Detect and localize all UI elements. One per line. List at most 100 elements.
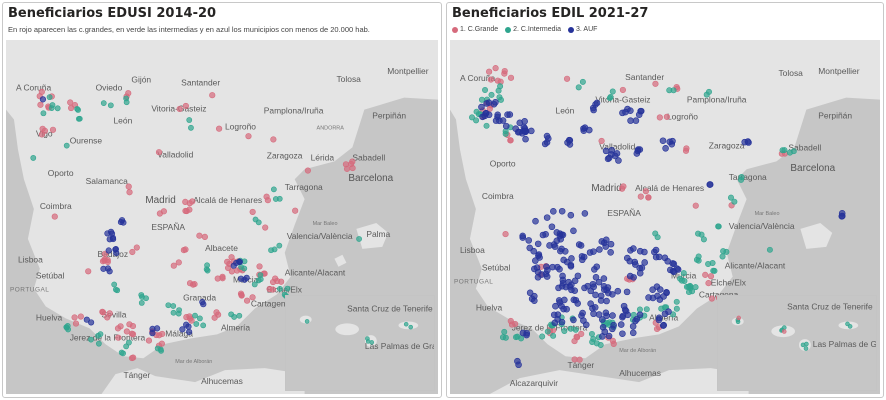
marker-auf — [551, 319, 559, 327]
label-badajoz: Badajoz — [98, 249, 129, 259]
marker-auf — [490, 100, 498, 108]
mallorca — [800, 222, 833, 249]
marker-auf — [605, 154, 613, 162]
marker-auf — [617, 321, 625, 328]
marker-grande — [170, 262, 177, 269]
legend-item-auf[interactable]: 3. AUF — [568, 26, 597, 33]
marker-intermedia — [766, 246, 773, 253]
marker-grande — [292, 207, 299, 214]
marker-grande — [507, 317, 514, 325]
marker-auf — [564, 139, 571, 146]
marker-auf — [610, 321, 617, 329]
marker-auf — [516, 119, 524, 127]
marker-auf — [200, 301, 207, 308]
marker-auf — [575, 241, 583, 248]
edil-map[interactable]: A Coruña Santander Vitoria-Gasteiz Pampl… — [450, 40, 880, 394]
marker-auf — [602, 236, 610, 244]
marker-intermedia — [157, 346, 164, 353]
marker-intermedia — [544, 328, 551, 335]
marker-auf — [551, 243, 559, 250]
marker-grande — [249, 208, 256, 216]
marker-auf — [568, 255, 575, 262]
marker-intermedia — [30, 155, 37, 161]
marker-auf — [39, 96, 47, 103]
marker-intermedia — [186, 117, 193, 123]
marker-auf — [526, 289, 534, 297]
marker-grande — [576, 356, 583, 363]
marker-grande — [708, 295, 715, 302]
marker-grande — [705, 280, 712, 287]
marker-intermedia — [236, 312, 243, 319]
marker-auf — [568, 281, 575, 289]
marker-auf — [571, 277, 579, 285]
marker-auf — [514, 357, 521, 365]
marker-grande — [214, 275, 221, 282]
marker-grande — [126, 189, 133, 196]
marker-grande — [683, 145, 690, 152]
marker-auf — [601, 328, 609, 336]
marker-auf — [154, 325, 161, 332]
marker-auf — [570, 227, 577, 235]
marker-auf — [558, 207, 566, 215]
label-tarragona: Tarragona — [729, 172, 767, 182]
marker-intermedia — [609, 88, 616, 95]
label-coimbra: Coimbra — [482, 191, 514, 201]
marker-grande — [486, 68, 493, 75]
legend-item-grande[interactable]: 1. C.Grande — [452, 26, 498, 33]
edusi-map[interactable]: A Coruña Gijón Oviedo Santander Vitoria-… — [6, 40, 438, 394]
marker-intermedia — [54, 105, 61, 112]
edusi-inset-markers — [304, 319, 413, 345]
inset-sea — [718, 296, 876, 390]
marker-auf — [567, 211, 575, 219]
marker-intermedia — [728, 194, 734, 201]
label-alhucemas: Alhucemas — [619, 368, 661, 378]
marker-intermedia — [700, 236, 707, 243]
label-zaragoza: Zaragoza — [267, 150, 303, 160]
marker-auf — [660, 321, 667, 329]
marker-intermedia — [482, 87, 489, 94]
legend-item-intermedia[interactable]: 2. C.Intermedia — [505, 26, 561, 33]
marker-auf — [595, 278, 603, 286]
marker-auf — [600, 275, 608, 282]
marker-intermedia — [738, 176, 745, 183]
label-andorra: ANDORRA — [317, 125, 345, 131]
marker-auf — [506, 111, 514, 118]
marker-intermedia — [673, 298, 680, 305]
marker-auf — [567, 263, 575, 270]
marker-auf — [112, 246, 119, 253]
marker-grande — [37, 101, 44, 108]
marker-auf — [557, 235, 564, 243]
marker-intermedia — [590, 335, 597, 342]
marker-intermedia — [113, 286, 119, 293]
marker-auf — [543, 132, 551, 140]
marker-auf — [629, 323, 637, 330]
label-alcazarquivir: Alcazarquivir — [510, 378, 559, 388]
edil-beneficiary-markers — [469, 65, 846, 369]
marker-intermedia — [698, 231, 705, 238]
marker-intermedia — [781, 325, 787, 330]
marker-grande — [574, 334, 581, 341]
label-santander: Santander — [181, 78, 220, 88]
marker-auf — [623, 254, 631, 262]
marker-intermedia — [284, 285, 291, 292]
marker-grande — [270, 136, 277, 143]
marker-auf — [105, 247, 112, 254]
marker-grande — [502, 231, 509, 238]
marker-intermedia — [193, 321, 200, 327]
marker-intermedia — [188, 124, 194, 131]
marker-intermedia — [561, 327, 568, 334]
marker-intermedia — [495, 87, 502, 94]
label-perpinan: Perpiñán — [372, 111, 406, 121]
marker-intermedia — [95, 340, 102, 347]
marker-grande — [598, 137, 605, 145]
island-tenerife — [335, 323, 360, 336]
marker-auf — [605, 332, 613, 340]
legend-label-grande: 1. C.Grande — [460, 26, 499, 33]
label-jerez: Jerez de la Frontera — [70, 332, 146, 342]
marker-intermedia — [139, 294, 145, 300]
marker-grande — [216, 125, 223, 132]
marker-auf — [597, 297, 605, 304]
marker-grande — [501, 70, 508, 77]
marker-auf — [665, 308, 672, 315]
marker-intermedia — [170, 309, 177, 316]
